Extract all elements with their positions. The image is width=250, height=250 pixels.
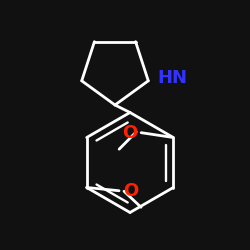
Text: HN: HN xyxy=(157,69,187,87)
Text: O: O xyxy=(122,124,138,142)
Text: O: O xyxy=(123,182,138,200)
